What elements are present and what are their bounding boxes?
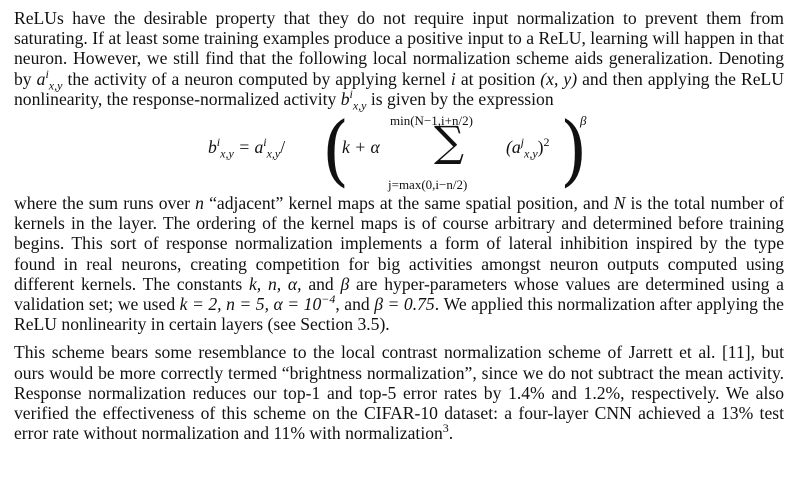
sum-sigma: ∑ <box>434 117 464 167</box>
eq-term-close: ) <box>537 137 544 158</box>
paragraph-gap <box>14 334 784 342</box>
math-sub-xy-b: x,y <box>352 98 367 113</box>
right-paren: ) <box>560 104 588 196</box>
math-a: a <box>36 68 46 89</box>
math-i: i <box>450 68 456 89</box>
normalization-equation: bix,y = aix,y/ ( k + α min(N−1,i+n/2) ∑ … <box>14 111 784 193</box>
paragraph-brightness-normalization: This scheme bears some resemblance to th… <box>14 342 784 443</box>
para1-text-a: ReLUs have the desirable property that t… <box>14 8 784 89</box>
footnote-marker: 3 <box>442 421 449 436</box>
math-sup-i: i <box>45 66 49 81</box>
eq-beta: β <box>580 113 587 129</box>
eq-b: b <box>208 137 217 158</box>
para1-text-c: at position <box>455 68 541 89</box>
math-and: and <box>301 273 341 294</box>
math-N: N <box>613 193 626 214</box>
math-constants: k, n, α, <box>249 273 302 294</box>
math-a-ixy: aix,y <box>36 66 63 91</box>
eq-term: (ajx,y)2 <box>506 135 550 159</box>
math-k-exp: −4 <box>321 292 336 307</box>
eq-sub-xy: x,y <box>220 146 234 161</box>
para3-end: . <box>448 423 454 444</box>
eq-equals-a: = a <box>233 137 264 158</box>
paragraph-relu-normalization: ReLUs have the desirable property that t… <box>14 8 785 113</box>
para2-text-b: “adjacent” kernel maps at the same spati… <box>203 193 614 214</box>
para2-text-d: are hyper-parameters whose values are de… <box>14 273 784 315</box>
math-sup-i-b: i <box>349 86 353 101</box>
math-k-val: k = 2, n = 5, α = 10 <box>179 294 322 315</box>
eq-square: 2 <box>543 135 550 150</box>
left-paren: ( <box>322 104 350 196</box>
para2-text-a: where the sum runs over <box>14 193 196 214</box>
math-b: b <box>340 88 350 109</box>
para2-text-f: . We applied this normalization after ap… <box>14 294 784 335</box>
eq-slash: / <box>280 137 286 158</box>
eq-k-alpha: k + α <box>342 137 380 158</box>
math-beta: β <box>340 273 350 294</box>
math-b-ixy: bix,y <box>340 86 367 113</box>
math-k-values: k = 2, n = 5, α = 10−4 <box>179 292 336 315</box>
sum-upper-limit: min(N−1,i+n/2) <box>390 113 473 129</box>
para1-text-e: is given by the expression <box>366 88 554 109</box>
para2-text-e: , and <box>335 294 375 315</box>
eq-sub-xy-2: x,y <box>266 146 281 161</box>
eq-term-a: (a <box>506 137 521 158</box>
para2-text-c: is the total number of kernels in the la… <box>14 193 784 294</box>
eq-sup-j: j <box>520 135 524 150</box>
para1-text-b: the activity of a neuron computed by app… <box>62 68 451 89</box>
equation-lhs: bix,y = aix,y/ <box>208 135 286 159</box>
eq-sub-xy-3: x,y <box>524 146 538 161</box>
math-beta-val: β = 0.75 <box>374 294 435 315</box>
paragraph-sum-explanation: where the sum runs over n “adjacent” ker… <box>14 193 784 334</box>
math-n: n <box>195 193 204 214</box>
math-xy: (x, y) <box>540 68 578 89</box>
para3-text: This scheme bears some resemblance to th… <box>14 342 784 444</box>
para1-text-d: and then applying the ReLU nonlinearity,… <box>14 68 785 109</box>
eq-sup-i: i <box>216 135 221 150</box>
eq-sup-i-2: i <box>263 135 267 150</box>
sum-lower-limit: j=max(0,i−n/2) <box>388 177 468 193</box>
